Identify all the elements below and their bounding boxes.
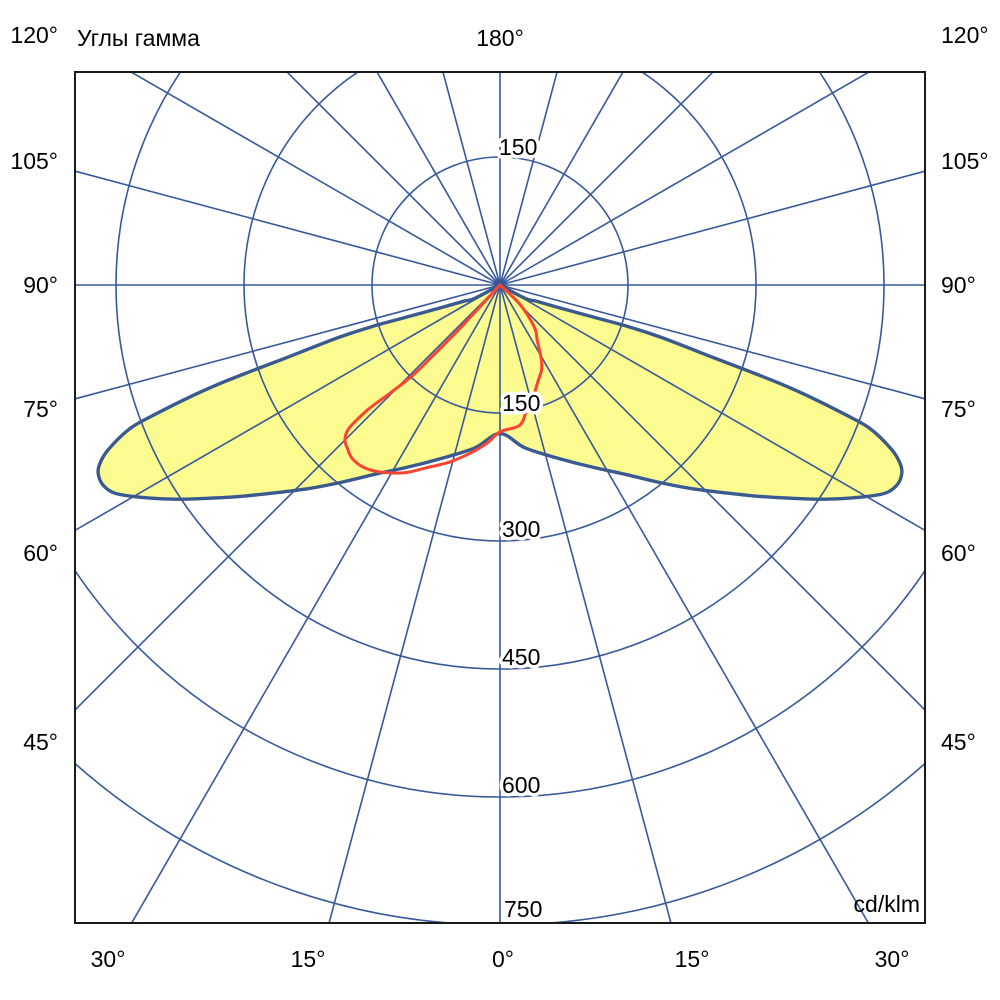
radial-tick-label-3: 450	[502, 644, 540, 670]
gamma-label-right-5: 45°	[941, 729, 976, 755]
gamma-ray	[499, 284, 925, 400]
unit-label: cd/klm	[853, 891, 920, 917]
gamma-ray	[442, 72, 501, 286]
plot-frame	[74, 71, 926, 924]
radial-tick-label-2: 300	[502, 516, 540, 542]
radial-ring	[371, 156, 629, 414]
gamma-label-bottom-2: 0°	[492, 946, 514, 972]
gamma-ray	[499, 284, 672, 923]
gamma-ray	[376, 72, 501, 286]
radial-tick-label-0: 150	[499, 134, 537, 160]
radial-ring	[75, 568, 925, 798]
gamma-ray	[499, 284, 925, 532]
gamma-label-bottom-4: 30°	[875, 946, 910, 972]
gamma-ray	[499, 72, 624, 286]
gamma-ray	[75, 170, 501, 286]
gamma-ray	[129, 72, 501, 286]
gamma-ray	[499, 72, 558, 286]
gamma-ray	[499, 72, 871, 286]
gamma-label-left-5: 45°	[23, 729, 58, 755]
gamma-label-left-0: 120°	[10, 22, 58, 48]
page-title: Углы гамма	[77, 25, 200, 51]
gamma-ray	[285, 72, 501, 286]
gamma-ray	[75, 284, 501, 532]
radial-ring	[115, 72, 885, 670]
gamma-label-bottom-3: 15°	[675, 946, 710, 972]
red-intensity-curve	[343, 283, 544, 475]
gamma-ray	[499, 284, 925, 712]
gamma-label-right-2: 90°	[941, 272, 976, 298]
gamma-ray	[499, 170, 925, 286]
gamma-label-right-4: 60°	[941, 540, 976, 566]
gamma-ray	[499, 284, 870, 923]
gamma-label-left-1: 105°	[10, 148, 58, 174]
gamma-label-bottom-0: 30°	[91, 946, 126, 972]
gamma-label-left-4: 60°	[23, 540, 58, 566]
gamma-label-left-3: 75°	[23, 396, 58, 422]
gamma-180-label: 180°	[476, 25, 524, 51]
gamma-label-right-1: 105°	[941, 148, 989, 174]
gamma-label-right-0: 120°	[941, 22, 989, 48]
gamma-label-left-2: 90°	[23, 272, 58, 298]
radial-tick-label-1: 150	[502, 390, 540, 416]
gamma-label-right-3: 75°	[941, 396, 976, 422]
radial-ring	[243, 72, 757, 542]
gamma-ray	[75, 284, 501, 400]
gamma-label-bottom-1: 15°	[291, 946, 326, 972]
radial-tick-label-4: 600	[502, 772, 540, 798]
radial-tick-label-5: 750	[504, 896, 542, 922]
gamma-ray	[130, 284, 501, 923]
gamma-ray	[328, 284, 501, 923]
gamma-ray	[499, 72, 715, 286]
